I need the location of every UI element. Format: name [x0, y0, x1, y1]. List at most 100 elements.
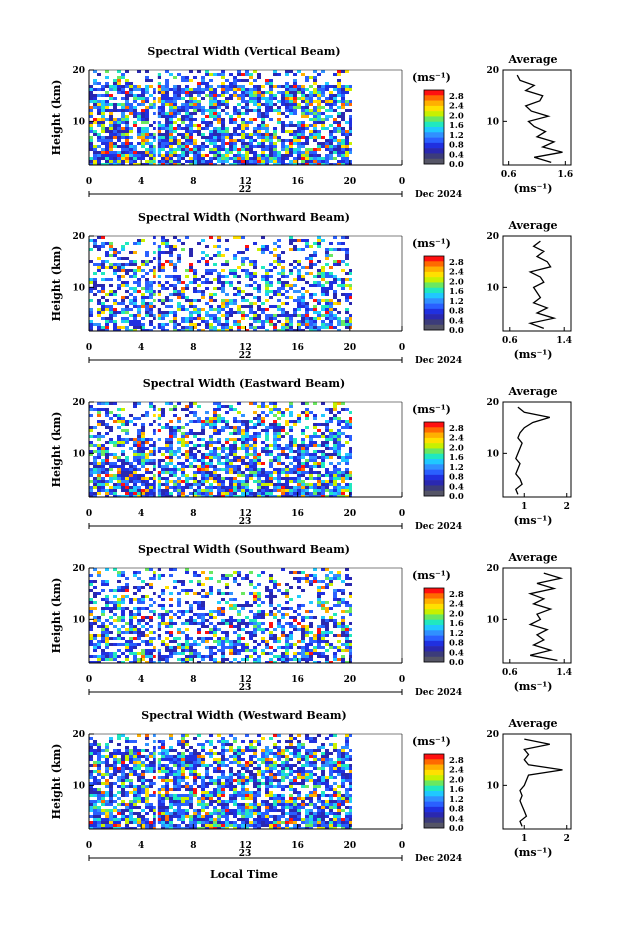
- heatmap-cell: [341, 278, 345, 281]
- heatmap-cell: [209, 450, 213, 453]
- heatmap-cell: [133, 598, 137, 601]
- heatmap-cell: [201, 465, 205, 468]
- heatmap-cell: [209, 112, 213, 115]
- heatmap-cell: [209, 459, 213, 462]
- colorbar-swatch: [424, 464, 444, 470]
- heatmap-cell: [305, 489, 309, 492]
- heatmap-cell: [89, 429, 93, 432]
- colorbar-tick-label: 2.8: [449, 92, 464, 102]
- heatmap-cell: [93, 272, 97, 275]
- heatmap-cell: [345, 109, 349, 112]
- heatmap-cell: [197, 637, 201, 640]
- heatmap-cell: [161, 483, 165, 486]
- heatmap-cell: [161, 477, 165, 480]
- heatmap-cell: [89, 88, 93, 91]
- heatmap-cell: [193, 613, 197, 616]
- heatmap-cell: [177, 628, 181, 631]
- heatmap-cell: [229, 284, 233, 287]
- heatmap-cell: [309, 254, 313, 257]
- x-tick-label: 20: [344, 509, 357, 519]
- heatmap-cell: [169, 151, 173, 154]
- heatmap-cell: [189, 453, 193, 456]
- heatmap-cell: [169, 468, 173, 471]
- heatmap-cell: [173, 465, 177, 468]
- heatmap-cell: [173, 329, 177, 331]
- heatmap-cell: [333, 574, 337, 577]
- heatmap-cell: [273, 160, 277, 163]
- heatmap-cell: [305, 112, 309, 115]
- heatmap-cell: [249, 136, 253, 139]
- heatmap-cell: [253, 459, 257, 462]
- heatmap-cell: [217, 477, 221, 480]
- heatmap-cell: [97, 73, 101, 76]
- heatmap-cell: [193, 480, 197, 483]
- heatmap-cell: [341, 154, 345, 157]
- heatmap-cell: [181, 151, 185, 154]
- heatmap-cell: [213, 495, 217, 497]
- colorbar-swatch: [424, 443, 444, 449]
- heatmap-cell: [345, 103, 349, 106]
- heatmap-cell: [105, 70, 109, 73]
- heatmap-cell: [281, 97, 285, 100]
- heatmap-cell: [277, 100, 281, 103]
- heatmap-cell: [225, 492, 229, 495]
- heatmap-cell: [133, 637, 137, 640]
- heatmap-cell: [125, 483, 129, 486]
- heatmap-cell: [293, 658, 297, 661]
- heatmap-cell: [121, 483, 125, 486]
- heatmap-cell: [113, 568, 117, 571]
- heatmap-cell: [113, 589, 117, 592]
- heatmap-cell: [173, 453, 177, 456]
- avg-x-tick-label: 1.6: [557, 170, 573, 180]
- heatmap-cell: [165, 613, 169, 616]
- heatmap-cell: [145, 459, 149, 462]
- heatmap-cell: [169, 139, 173, 142]
- heatmap-cell: [245, 432, 249, 435]
- heatmap-cell: [117, 486, 121, 489]
- heatmap-cell: [245, 447, 249, 450]
- heatmap-cell: [173, 649, 177, 652]
- heatmap-cell: [233, 272, 237, 275]
- heatmap-cell: [117, 284, 121, 287]
- heatmap-cell: [157, 82, 161, 85]
- heatmap-cell: [141, 619, 145, 622]
- heatmap-cell: [185, 465, 189, 468]
- heatmap-cell: [257, 414, 261, 417]
- heatmap-cell: [329, 142, 333, 145]
- heatmap-cell: [105, 136, 109, 139]
- heatmap-cell: [285, 640, 289, 643]
- heatmap-cell: [249, 402, 253, 405]
- heatmap-cell: [349, 583, 352, 586]
- heatmap-cell: [113, 326, 117, 329]
- heatmap-cell: [169, 103, 173, 106]
- heatmap-cell: [301, 616, 305, 619]
- heatmap-cell: [341, 118, 345, 121]
- avg-x-tick-label: 2: [564, 502, 570, 512]
- heatmap-cell: [317, 103, 321, 106]
- heatmap-cell: [253, 103, 257, 106]
- heatmap-cell: [333, 408, 337, 411]
- heatmap-cell: [201, 82, 205, 85]
- heatmap-cell: [337, 622, 341, 625]
- heatmap-cell: [341, 115, 345, 118]
- heatmap-cell: [301, 432, 305, 435]
- heatmap-cell: [229, 272, 233, 275]
- heatmap-cell: [89, 489, 93, 492]
- heatmap-cell: [225, 142, 229, 145]
- heatmap-cell: [165, 97, 169, 100]
- heatmap-cell: [273, 157, 277, 160]
- heatmap-cell: [257, 326, 261, 329]
- heatmap-cell: [217, 610, 221, 613]
- heatmap-cell: [321, 106, 325, 109]
- heatmap-cell: [221, 154, 225, 157]
- heatmap-cell: [245, 604, 249, 607]
- heatmap-cell: [277, 625, 281, 628]
- heatmap-cell: [213, 317, 217, 320]
- heatmap-cell: [321, 474, 325, 477]
- heatmap-cell: [277, 619, 281, 622]
- heatmap-cell: [89, 625, 93, 628]
- heatmap-cell: [345, 263, 349, 266]
- heatmap-cell: [129, 154, 133, 157]
- heatmap-cell: [241, 462, 245, 465]
- heatmap-cell: [153, 236, 157, 239]
